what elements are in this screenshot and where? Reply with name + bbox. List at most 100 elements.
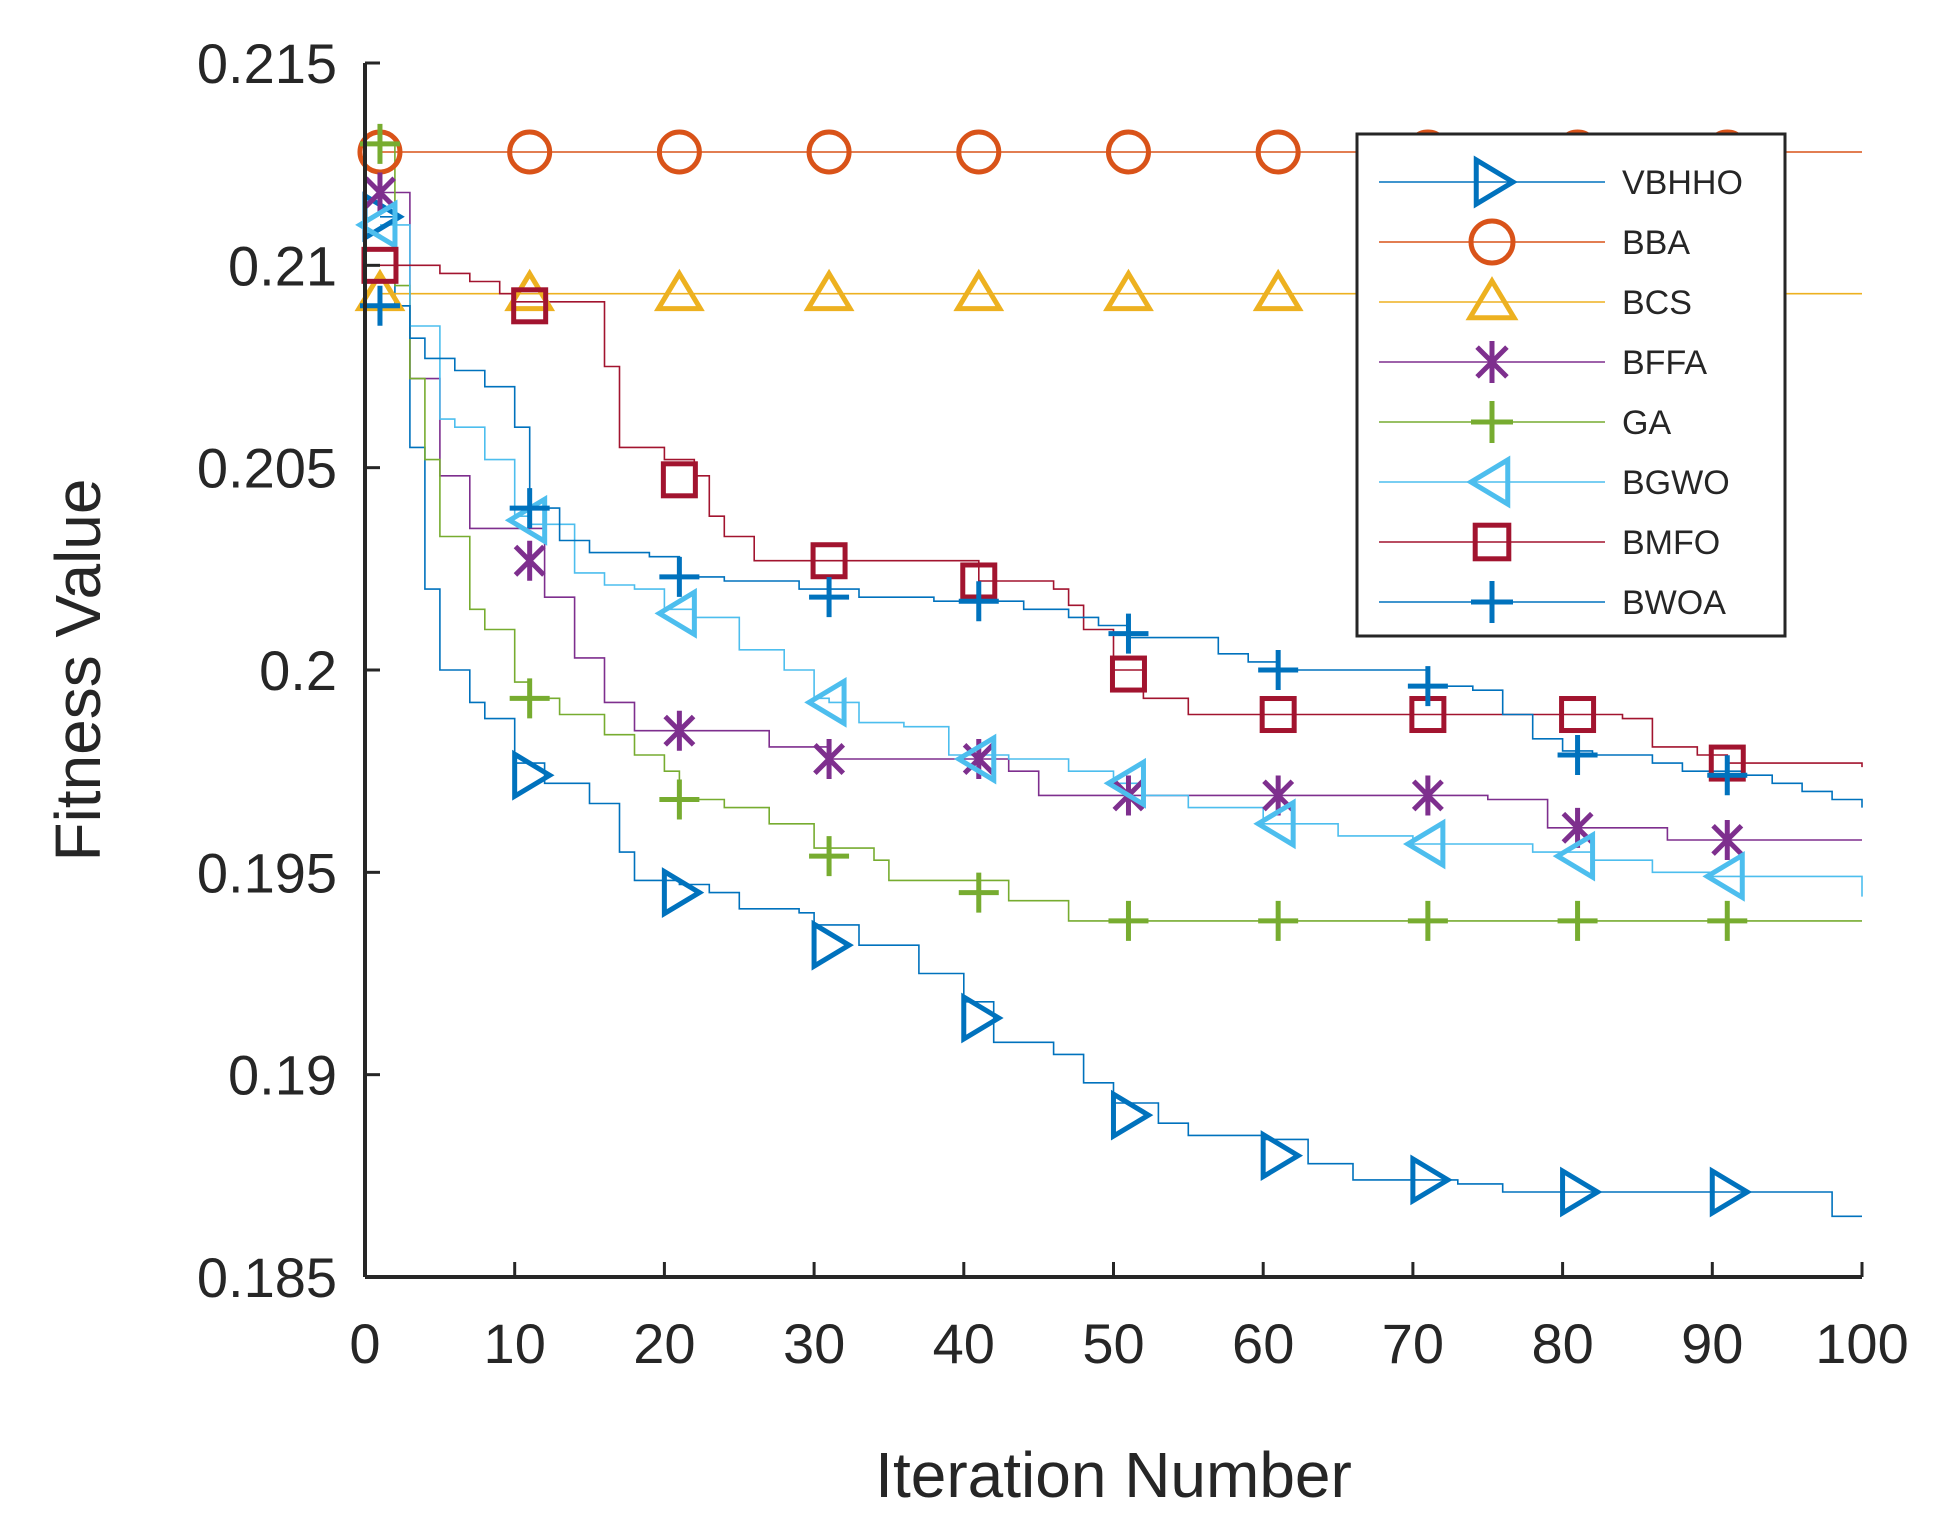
legend-label: BMFO <box>1622 524 1720 562</box>
x-tick-label: 90 <box>1681 1312 1743 1375</box>
marker-bffa-iter-71 <box>1411 775 1444 816</box>
marker-bgwo-iter-91 <box>1702 850 1745 902</box>
marker-bcs-iter-31 <box>803 268 855 312</box>
marker-bwoa-iter-81 <box>1557 734 1598 775</box>
marker-bba-iter-21 <box>656 129 702 175</box>
marker-vbhho-iter-91 <box>1709 1166 1753 1218</box>
marker-bba-iter-61 <box>1255 129 1301 175</box>
marker-vbhho-iter-41 <box>961 992 1004 1044</box>
series-line-ga <box>380 143 1862 922</box>
marker-bgwo-iter-1 <box>355 199 398 251</box>
marker-vbhho-iter-11 <box>512 749 555 801</box>
marker-bwoa-iter-41 <box>958 581 999 622</box>
legend-marker <box>1471 401 1513 443</box>
marker-ga-iter-81 <box>1557 900 1598 941</box>
series-markers-bwoa <box>359 285 1748 796</box>
marker-vbhho-iter-61 <box>1260 1130 1304 1182</box>
marker-bffa-iter-91 <box>1711 819 1744 860</box>
legend-item-vbhho: VBHHO <box>1379 155 1743 209</box>
marker-ga-iter-11 <box>509 678 550 719</box>
marker-bmfo-iter-81 <box>1559 696 1597 734</box>
marker-vbhho-iter-31 <box>811 919 854 971</box>
marker-bwoa-iter-51 <box>1108 613 1149 654</box>
x-axis-title: Iteration Number <box>875 1439 1352 1511</box>
marker-bgwo-iter-81 <box>1552 830 1596 882</box>
x-tick-label: 20 <box>633 1312 695 1375</box>
marker-bffa-iter-21 <box>663 710 696 751</box>
legend-item-bffa: BFFA <box>1379 341 1707 383</box>
y-tick-label: 0.21 <box>228 234 337 297</box>
marker-ga-iter-31 <box>809 836 850 877</box>
ticks: 0 10 20 30 40 50 60 70 80 90 1000.1850.190.1950.20… <box>197 32 1909 1375</box>
x-tick-label: 10 <box>484 1312 546 1375</box>
marker-bba-iter-51 <box>1105 129 1151 175</box>
legend-label: BGWO <box>1622 464 1730 502</box>
marker-bmfo-iter-11 <box>511 287 549 325</box>
marker-ga-iter-51 <box>1108 900 1149 941</box>
marker-ga-iter-61 <box>1258 900 1299 941</box>
marker-bba-iter-41 <box>956 129 1002 175</box>
marker-bcs-iter-61 <box>1252 268 1304 312</box>
series-line-bmfo <box>380 264 1863 768</box>
marker-bgwo-iter-31 <box>804 676 847 728</box>
marker-bcs-iter-41 <box>953 268 1005 312</box>
legend-label: BBA <box>1622 224 1690 262</box>
y-tick-label: 0.2 <box>259 639 337 702</box>
legend-marker <box>1465 276 1519 321</box>
marker-bgwo-iter-51 <box>1103 757 1146 809</box>
x-tick-label: 40 <box>933 1312 995 1375</box>
y-tick-label: 0.19 <box>228 1044 337 1107</box>
x-tick-label: 100 <box>1815 1312 1908 1375</box>
x-tick-label: 50 <box>1082 1312 1144 1375</box>
legend-marker <box>1466 455 1511 509</box>
marker-vbhho-iter-71 <box>1410 1154 1453 1206</box>
marker-bmfo-iter-21 <box>660 461 698 499</box>
legend-marker <box>1473 155 1518 209</box>
marker-bcs-iter-21 <box>653 268 705 312</box>
marker-bwoa-iter-31 <box>809 577 850 618</box>
marker-bgwo-iter-71 <box>1403 818 1446 870</box>
marker-bwoa-iter-11 <box>509 488 550 529</box>
y-tick-label: 0.195 <box>197 841 337 904</box>
y-axis-title: Fitness Value <box>42 479 114 862</box>
marker-ga-iter-71 <box>1407 900 1448 941</box>
marker-bba-iter-31 <box>806 129 852 175</box>
marker-vbhho-iter-81 <box>1560 1166 1603 1218</box>
series-line-vbhho <box>380 216 1862 1218</box>
marker-vbhho-iter-51 <box>1110 1089 1154 1141</box>
marker-bgwo-iter-41 <box>953 733 997 785</box>
legend-item-bcs: BCS <box>1379 276 1692 322</box>
legend-label: BFFA <box>1622 344 1707 382</box>
marker-bmfo-iter-51 <box>1109 655 1147 693</box>
legend-item-bba: BBA <box>1379 218 1690 266</box>
marker-bwoa-iter-21 <box>659 556 700 597</box>
legend-marker <box>1468 218 1516 266</box>
marker-bcs-iter-51 <box>1103 268 1154 312</box>
legend-label: BCS <box>1622 284 1692 322</box>
legend-item-ga: GA <box>1379 401 1671 443</box>
marker-ga-iter-91 <box>1707 900 1748 941</box>
x-tick-label: 30 <box>783 1312 845 1375</box>
legend-item-bgwo: BGWO <box>1379 455 1730 509</box>
legend-marker <box>1471 581 1513 623</box>
y-tick-label: 0.205 <box>197 437 337 500</box>
marker-bgwo-iter-61 <box>1253 798 1296 850</box>
x-tick-label: 60 <box>1232 1312 1294 1375</box>
marker-ga-iter-41 <box>958 872 999 913</box>
marker-bwoa-iter-71 <box>1407 666 1448 707</box>
legend-marker <box>1472 522 1512 562</box>
marker-vbhho-iter-21 <box>661 867 705 918</box>
marker-bmfo-iter-61 <box>1259 696 1297 734</box>
legend-label: GA <box>1622 404 1671 442</box>
marker-bffa-iter-1 <box>364 172 396 213</box>
marker-bba-iter-11 <box>507 129 553 175</box>
marker-bffa-iter-31 <box>813 739 846 780</box>
legend-label: VBHHO <box>1622 164 1743 202</box>
series-markers <box>354 123 1753 1218</box>
legend: VBHHO BBA BCS BFFA GA BGWO BMFO BWOA <box>1355 132 1787 638</box>
legend-label: BWOA <box>1622 584 1726 622</box>
legend-item-bwoa: BWOA <box>1379 581 1726 623</box>
marker-ga-iter-21 <box>659 779 700 820</box>
marker-bwoa-iter-91 <box>1707 755 1748 796</box>
